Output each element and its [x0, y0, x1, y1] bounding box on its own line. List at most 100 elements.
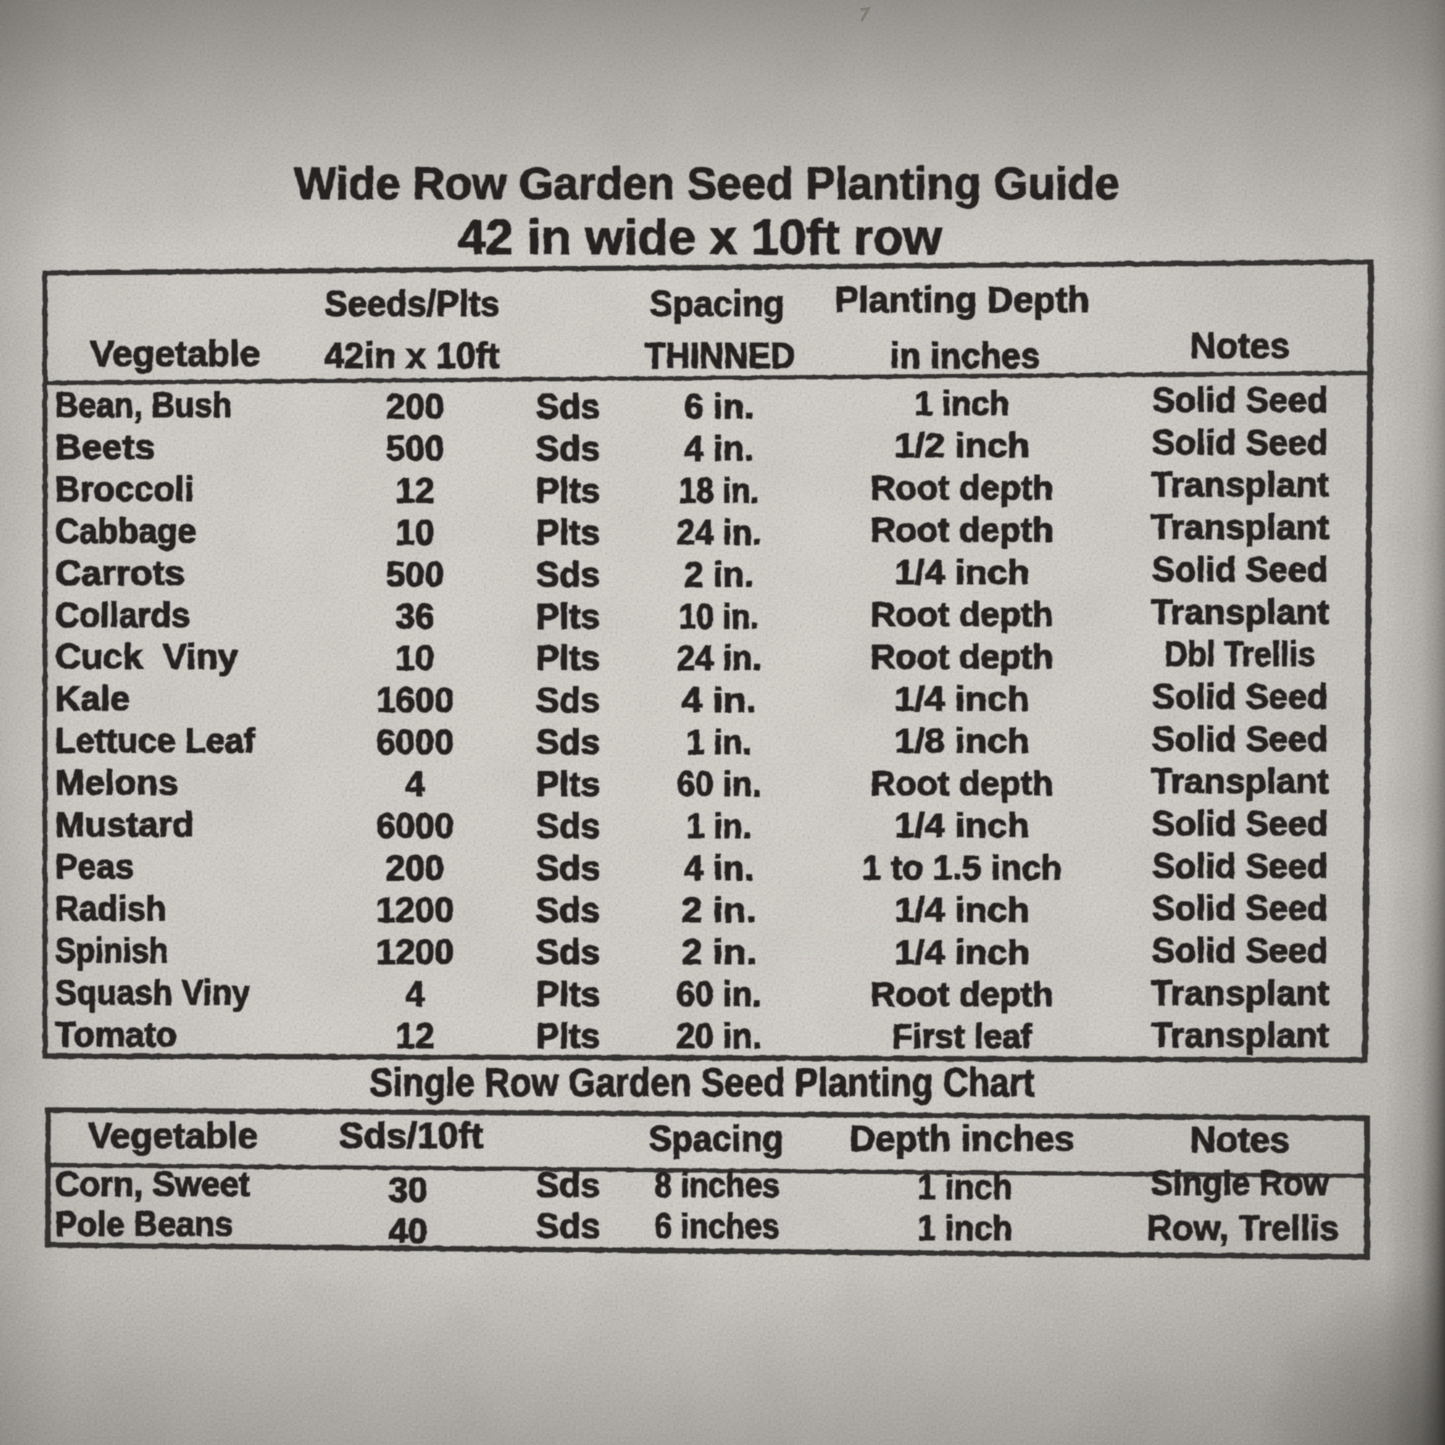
svg-text:Mustard: Mustard: [55, 806, 194, 845]
svg-text:Solid Seed: Solid Seed: [1152, 423, 1328, 462]
svg-text:20 in.: 20 in.: [677, 1017, 762, 1056]
svg-text:Sds: Sds: [536, 681, 600, 720]
svg-text:Solid Seed: Solid Seed: [1152, 678, 1328, 717]
svg-text:200: 200: [386, 388, 444, 427]
svg-text:Plts: Plts: [536, 471, 600, 510]
svg-text:1/4 inch: 1/4 inch: [895, 892, 1030, 930]
svg-text:Notes: Notes: [1190, 1119, 1290, 1160]
svg-text:Plts: Plts: [536, 765, 600, 804]
svg-text:Collards: Collards: [55, 596, 190, 635]
svg-text:36: 36: [396, 597, 435, 636]
svg-text:500: 500: [386, 555, 444, 594]
svg-text:Seeds/Plts: Seeds/Plts: [325, 283, 500, 324]
svg-text:Vegetable: Vegetable: [90, 333, 260, 374]
svg-text:12: 12: [396, 1017, 435, 1056]
svg-text:Transplant: Transplant: [1151, 1016, 1329, 1055]
svg-text:1200: 1200: [376, 933, 454, 972]
svg-text:Single Row Garden Seed Plantin: Single Row Garden Seed Planting Chart: [370, 1061, 1035, 1105]
svg-text:Transplant: Transplant: [1151, 593, 1329, 632]
svg-text:1 to 1.5 inch: 1 to 1.5 inch: [862, 849, 1062, 887]
svg-text:4 in.: 4 in.: [684, 849, 754, 888]
svg-text:Solid Seed: Solid Seed: [1152, 720, 1328, 759]
svg-text:Cuck Viny: Cuck Viny: [55, 638, 239, 677]
svg-text:Radish: Radish: [55, 889, 166, 928]
svg-text:Pole Beans: Pole Beans: [55, 1205, 233, 1244]
svg-text:18 in.: 18 in.: [679, 471, 759, 510]
svg-text:Solid Seed: Solid Seed: [1152, 932, 1328, 971]
svg-text:Root depth: Root depth: [871, 765, 1054, 803]
svg-text:Root depth: Root depth: [871, 596, 1054, 634]
svg-text:Sds: Sds: [536, 429, 600, 468]
svg-text:Plts: Plts: [536, 975, 600, 1014]
svg-text:Sds: Sds: [536, 388, 600, 427]
svg-text:Plts: Plts: [536, 639, 600, 678]
svg-text:in inches: in inches: [890, 335, 1040, 376]
svg-text:10 in.: 10 in.: [679, 597, 759, 636]
svg-text:Root depth: Root depth: [871, 638, 1054, 676]
svg-text:42in x 10ft: 42in x 10ft: [325, 335, 500, 376]
svg-text:1600: 1600: [376, 681, 454, 720]
svg-text:200: 200: [386, 849, 444, 888]
svg-text:1 inch: 1 inch: [915, 385, 1010, 423]
svg-text:12: 12: [396, 471, 435, 510]
svg-text:Transplant: Transplant: [1151, 508, 1329, 547]
svg-text:THINNED: THINNED: [645, 335, 795, 376]
svg-text:Sds: Sds: [536, 849, 600, 888]
svg-text:Plts: Plts: [536, 597, 600, 636]
svg-text:Solid Seed: Solid Seed: [1152, 805, 1328, 844]
svg-text:Vegetable: Vegetable: [88, 1115, 258, 1156]
svg-text:1200: 1200: [376, 891, 454, 930]
svg-text:Wide Row Garden Seed Planting: Wide Row Garden Seed Planting Guide: [295, 158, 1120, 209]
svg-text:2 in.: 2 in.: [684, 555, 754, 594]
svg-text:1/8 inch: 1/8 inch: [895, 723, 1030, 761]
svg-text:Sds: Sds: [536, 891, 600, 930]
svg-text:Transplant: Transplant: [1151, 762, 1329, 801]
svg-text:8 inches: 8 inches: [655, 1166, 780, 1205]
svg-text:1 in.: 1 in.: [687, 807, 752, 846]
svg-text:Plts: Plts: [536, 513, 600, 552]
svg-text:Spinish: Spinish: [55, 931, 168, 970]
svg-text:1 in.: 1 in.: [687, 723, 752, 762]
svg-text:Single Row: Single Row: [1151, 1164, 1330, 1203]
svg-text:Melons: Melons: [55, 764, 178, 803]
svg-text:30: 30: [389, 1171, 428, 1210]
svg-text:4 in.: 4 in.: [682, 681, 757, 720]
svg-text:Beets: Beets: [55, 428, 155, 467]
svg-text:6000: 6000: [376, 723, 454, 762]
svg-text:Dbl Trellis: Dbl Trellis: [1165, 635, 1316, 674]
svg-text:Spacing: Spacing: [649, 1118, 784, 1159]
svg-text:Transplant: Transplant: [1151, 974, 1329, 1013]
svg-text:Sds: Sds: [536, 1166, 600, 1205]
svg-text:Kale: Kale: [55, 680, 130, 719]
svg-text:42 in wide x 10ft row: 42 in wide x 10ft row: [458, 211, 943, 265]
svg-text:1/4 inch: 1/4 inch: [895, 681, 1030, 719]
svg-text:1/4 inch: 1/4 inch: [895, 554, 1030, 592]
svg-text:10: 10: [396, 639, 435, 678]
svg-text:24 in.: 24 in.: [677, 513, 762, 552]
svg-text:1 inch: 1 inch: [918, 1209, 1013, 1248]
svg-text:Sds: Sds: [536, 555, 600, 594]
svg-text:Solid Seed: Solid Seed: [1152, 381, 1328, 420]
svg-text:Cabbage: Cabbage: [55, 512, 196, 551]
svg-text:Root depth: Root depth: [871, 469, 1054, 507]
svg-text:Spacing: Spacing: [650, 283, 785, 324]
svg-text:Corn, Sweet: Corn, Sweet: [55, 1165, 250, 1204]
svg-text:Peas: Peas: [55, 847, 134, 886]
svg-text:Sds: Sds: [536, 723, 600, 762]
svg-text:60 in.: 60 in.: [677, 765, 762, 804]
svg-text:Solid Seed: Solid Seed: [1152, 847, 1328, 886]
svg-text:Depth inches: Depth inches: [850, 1118, 1075, 1159]
svg-text:Root depth: Root depth: [871, 512, 1054, 550]
svg-text:Carrots: Carrots: [55, 554, 185, 593]
svg-text:6 in.: 6 in.: [684, 388, 754, 427]
svg-text:Bean, Bush: Bean, Bush: [55, 386, 232, 425]
svg-text:40: 40: [389, 1212, 428, 1251]
svg-text:4: 4: [405, 765, 425, 804]
svg-text:Tomato: Tomato: [55, 1015, 177, 1054]
svg-text:500: 500: [386, 429, 444, 468]
svg-text:Squash Viny: Squash Viny: [55, 973, 250, 1012]
svg-text:1/4 inch: 1/4 inch: [895, 807, 1030, 845]
svg-text:First leaf: First leaf: [892, 1018, 1033, 1056]
svg-text:2 in.: 2 in.: [682, 933, 757, 972]
svg-text:Solid Seed: Solid Seed: [1152, 889, 1328, 928]
